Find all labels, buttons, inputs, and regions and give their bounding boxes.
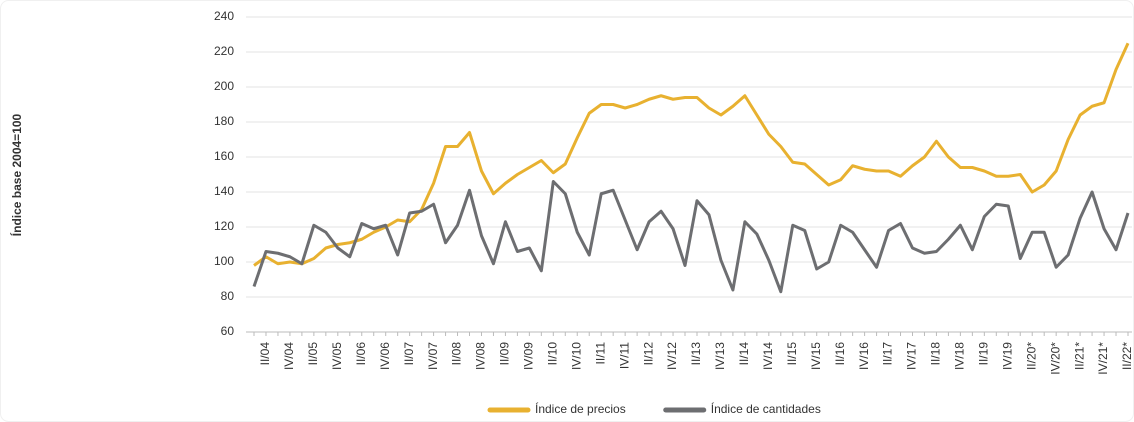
x-tick-label: II/14 xyxy=(737,342,751,366)
x-tick-label: IV/05 xyxy=(330,342,344,370)
y-tick-label: 200 xyxy=(214,79,234,93)
x-tick-label: IV/10 xyxy=(569,342,583,370)
y-tick-label: 140 xyxy=(214,184,234,198)
x-tick-label: IV/18 xyxy=(953,342,967,370)
x-tick-label: II/09 xyxy=(498,342,512,366)
y-tick-label: 240 xyxy=(214,9,234,23)
y-tick-label: 180 xyxy=(214,114,234,128)
y-tick-label: 100 xyxy=(214,254,234,268)
x-tick-label: II/15 xyxy=(785,342,799,366)
x-tick-label: IV/21* xyxy=(1096,342,1110,375)
x-tick-label: II/05 xyxy=(306,342,320,366)
line-series xyxy=(253,42,1130,267)
x-tick-label: IV/09 xyxy=(522,342,536,370)
x-tick-label: IV/12 xyxy=(665,342,679,370)
legend-label: Índice de precios xyxy=(535,401,626,416)
x-tick-label: II/17 xyxy=(881,342,895,366)
x-tick-label: II/19 xyxy=(977,342,991,366)
x-tick-label: II/11 xyxy=(593,342,607,365)
x-tick-label: IV/20* xyxy=(1048,342,1062,375)
x-tick-label: II/08 xyxy=(450,342,464,366)
x-tick-label: IV/14 xyxy=(761,342,775,370)
x-tick-label: IV/19 xyxy=(1000,342,1014,370)
x-tick-label: II/13 xyxy=(689,342,703,366)
legend-label: Índice de cantidades xyxy=(711,401,821,416)
x-tick-label: II/07 xyxy=(402,342,416,366)
x-tick-label: IV/06 xyxy=(378,342,392,370)
y-tick-label: 220 xyxy=(214,44,234,58)
x-tick-label: IV/04 xyxy=(282,342,296,370)
x-tick-label: IV/07 xyxy=(426,342,440,370)
x-tick-label: IV/11 xyxy=(617,342,631,369)
x-tick-label: IV/16 xyxy=(857,342,871,370)
x-tick-label: IV/13 xyxy=(713,342,727,370)
y-tick-label: 120 xyxy=(214,219,234,233)
x-tick-label: IV/08 xyxy=(474,342,488,370)
line-series xyxy=(252,180,1130,294)
x-tick-label: II/20* xyxy=(1024,342,1038,370)
x-tick-label: II/22* xyxy=(1120,342,1134,370)
x-tick-label: II/12 xyxy=(641,342,655,366)
y-tick-label: 160 xyxy=(214,149,234,163)
x-tick-label: II/04 xyxy=(258,342,272,366)
y-tick-label: 60 xyxy=(221,324,235,338)
x-tick-label: IV/17 xyxy=(905,342,919,370)
x-tick-label: IV/15 xyxy=(809,342,823,370)
x-tick-label: II/10 xyxy=(545,342,559,366)
x-tick-label: II/18 xyxy=(929,342,943,366)
y-axis-label: Índice base 2004=100 xyxy=(9,113,24,236)
x-tick-label: II/06 xyxy=(354,342,368,366)
y-tick-label: 80 xyxy=(221,289,235,303)
x-tick-label: II/16 xyxy=(833,342,847,366)
x-tick-label: II/21* xyxy=(1072,342,1086,370)
